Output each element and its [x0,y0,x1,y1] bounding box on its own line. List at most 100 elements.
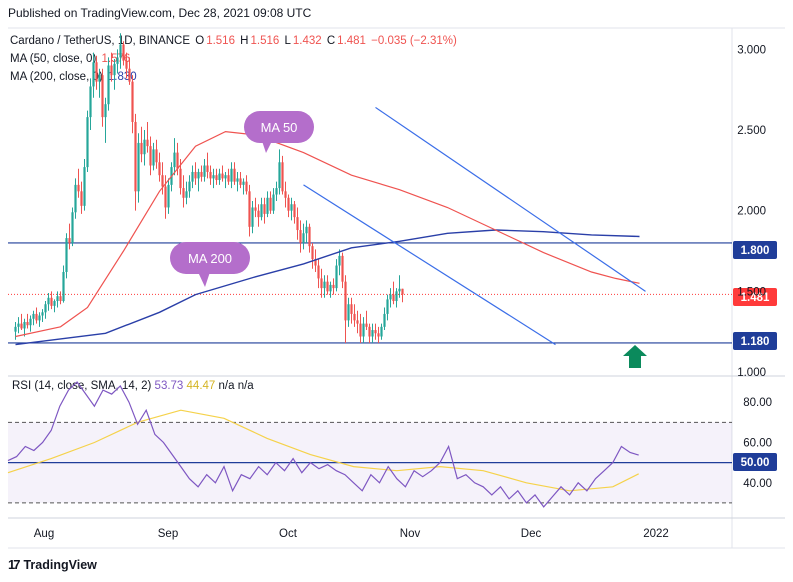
level-tag-1800-label: 1.800 [741,245,770,257]
candle-body [134,121,137,192]
candle-body [401,288,404,295]
candle-body [179,168,182,189]
candle-body [305,226,308,234]
candle-body [287,197,290,211]
candle-body [377,333,380,337]
candle-body [290,204,293,211]
candle-body [392,294,395,302]
candle-body [206,165,209,172]
candle-body [380,326,383,337]
open-value: 1.516 [206,35,235,47]
rsi-na-2: n/a [237,380,254,392]
candle-body [263,204,266,214]
price-tick-label: 2.500 [737,125,766,137]
candle-body [371,330,374,337]
candle-body [44,304,47,313]
candle-body [329,284,332,292]
candle-body [104,104,107,118]
last-price-tag-label: 1.481 [741,292,770,304]
candle-body [302,233,305,243]
candle-body [23,321,26,329]
rsi-value: 53.73 [154,380,184,392]
candle-body [203,165,206,177]
candle-body [215,175,218,181]
trendline-1 [303,184,556,346]
candle-body [260,204,263,218]
candle-body [50,297,53,306]
candle-body [284,191,287,198]
candle-body [359,323,362,337]
candle-body [389,294,392,300]
candle-body [227,175,230,182]
trendline-0 [375,106,646,292]
candle-body [89,86,92,118]
price-tick-label: 1.500 [737,286,766,298]
candle-body [323,281,326,289]
rsi-tick-label: 40.00 [743,478,772,490]
ma200-value: 1.830 [107,71,137,83]
candle-body [257,210,260,218]
low-label: L [284,35,291,47]
high-label: H [240,35,249,47]
candle-body [281,162,284,192]
candle-body [365,323,368,327]
footer-brand-label: TradingView [23,557,97,572]
candle-body [395,291,398,302]
candle-body [368,326,371,337]
candle-body [164,186,167,208]
candle-body [362,323,365,337]
ma200-callout-label: MA 200 [188,251,232,266]
rsi-legend: RSI (14, close, SMA, 14, 2) 53.73 44.47 … [12,380,254,392]
candle-body [296,217,299,231]
time-tick-label: Sep [158,528,178,540]
ma200-line [15,229,640,346]
candle-body [62,271,65,302]
candle-body [83,167,86,206]
candle-body [224,175,227,179]
candle-body [233,168,236,182]
candle-body [242,181,245,185]
footer-brand: 17 TradingView [8,557,97,572]
candle-body [14,326,17,332]
ma200-label: MA (200, close, 0) [10,71,103,83]
candle-body [155,149,158,163]
candle-body [143,139,146,155]
rsi-label: RSI (14, close, SMA, 14, 2) [12,380,152,392]
candle-body [140,142,143,155]
candle-body [68,238,71,243]
candle-body [332,284,335,289]
candle-body [77,184,80,192]
close-value: 1.481 [337,35,366,47]
rsi-sma-line [7,409,639,492]
candle-body [38,315,41,321]
candle-body [32,313,35,319]
candle-body [188,181,191,192]
candle-body [86,117,89,168]
rsi-sma-value: 44.47 [186,380,216,392]
ma200-callout: MA 200 [170,242,250,287]
candle-body [59,296,62,302]
candle-body [41,312,44,316]
candle-body [221,173,224,179]
candle-body [320,278,323,289]
axes: 1.000 1.500 2.000 2.500 3.000 40.00 60.00 80.00… [34,44,772,540]
level-tag-1800: 1.800 [733,241,777,259]
price-tick-label: 3.000 [737,44,766,56]
time-tick-label: Nov [400,528,421,540]
candle-body [53,301,56,306]
time-tick-label: Dec [521,528,542,540]
level-tag-1180-label: 1.180 [741,336,770,348]
rsi-50-tag: 50.00 [733,453,777,471]
rsi-50-tag-label: 50.00 [741,457,770,469]
candle-body [170,167,173,185]
candle-body [47,297,50,305]
candle-body [317,265,320,279]
price-tick-label: 1.000 [737,367,766,379]
candle-body [200,171,203,177]
candle-body [266,197,269,214]
candle-body [356,320,359,324]
change-value: −0.035 (−2.31%) [371,35,457,47]
symbol-legend: Cardano / TetherUS, 1D, BINANCE O 1.516 H… [10,35,459,47]
ma50-callout-label: MA 50 [261,120,298,135]
